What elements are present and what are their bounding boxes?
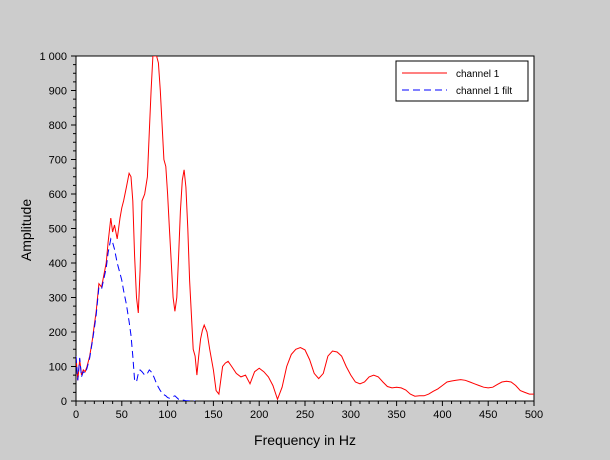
x-tick-label: 0: [73, 409, 79, 421]
x-tick-label: 50: [116, 409, 128, 421]
legend: channel 1 channel 1 filt: [395, 60, 529, 102]
series-line-channel-1-filt: [76, 237, 196, 401]
y-tick-label: 200: [49, 327, 67, 339]
y-tick-label: 800: [49, 120, 67, 132]
x-tick-label: 300: [342, 409, 360, 421]
y-tick-label: 500: [49, 224, 67, 236]
x-axis-title: Frequency in Hz: [254, 432, 356, 448]
axis-layer: 0 50 100 150 200 250 300 350 400 450 500 0 100 200 300…: [39, 51, 543, 421]
y-tick-label: 100: [49, 362, 67, 374]
x-tick-label: 100: [158, 409, 176, 421]
x-tick-label: 250: [296, 409, 314, 421]
x-tick-label: 400: [433, 409, 451, 421]
x-tick-label: 150: [204, 409, 222, 421]
plot-layer: [76, 56, 534, 401]
legend-box: [395, 60, 529, 102]
y-tick-label: 400: [49, 258, 67, 270]
y-tick-label: 600: [49, 189, 67, 201]
plot-area: [75, 55, 535, 402]
series-line-channel-1: [76, 56, 534, 401]
y-axis-title: Amplitude: [18, 199, 34, 261]
y-tick-label: 300: [49, 293, 67, 305]
legend-label-channel-1: channel 1: [456, 69, 500, 80]
x-tick-label: 350: [387, 409, 405, 421]
legend-label-channel-1-filt: channel 1 filt: [456, 86, 512, 97]
x-tick-label: 450: [479, 409, 497, 421]
x-tick-label: 200: [250, 409, 268, 421]
y-tick-label: 1 000: [39, 51, 67, 63]
y-tick-label: 900: [49, 86, 67, 98]
x-tick-label: 500: [525, 409, 543, 421]
y-tick-label: 0: [61, 396, 67, 408]
y-tick-label: 700: [49, 155, 67, 167]
